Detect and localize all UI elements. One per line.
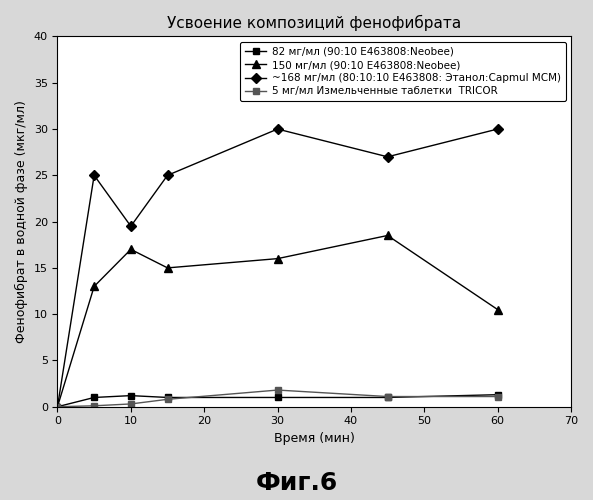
~168 мг/мл (80:10:10 E463808: Этанол:Capmul MCM): (15, 25): Этанол:Capmul MCM): (15, 25) (164, 172, 171, 178)
5 мг/мл Измельченные таблетки  TRICOR (274, 387, 281, 393)
~168 мг/мл (80:10:10 E463808: Этанол:Capmul MCM): (5, 25): Этанол:Capmul MCM): (5, 25) (91, 172, 98, 178)
150 мг/мл (90:10 E463808:Neobee) (384, 232, 391, 238)
82 мг/мл (90:10 E463808:Neobee) (54, 404, 61, 409)
82 мг/мл (90:10 E463808:Neobee) (91, 394, 98, 400)
82 мг/мл (90:10 E463808:Neobee) (164, 394, 171, 400)
Title: Усвоение композиций фенофибрата: Усвоение композиций фенофибрата (167, 15, 461, 31)
82 мг/мл (90:10 E463808:Neobee) (494, 392, 501, 398)
82 мг/мл (90:10 E463808:Neobee) (127, 392, 135, 398)
Line: ~168 мг/мл (80:10:10 E463808: Этанол:Capmul MCM): ~168 мг/мл (80:10:10 E463808: Этанол:Cap… (54, 126, 501, 410)
150 мг/мл (90:10 E463808:Neobee) (127, 246, 135, 252)
Line: 82 мг/мл (90:10 E463808:Neobee): 82 мг/мл (90:10 E463808:Neobee) (54, 391, 501, 410)
~168 мг/мл (80:10:10 E463808: Этанол:Capmul MCM): (45, 27): Этанол:Capmul MCM): (45, 27) (384, 154, 391, 160)
5 мг/мл Измельченные таблетки  TRICOR (127, 401, 135, 407)
150 мг/мл (90:10 E463808:Neobee) (274, 256, 281, 262)
82 мг/мл (90:10 E463808:Neobee) (384, 394, 391, 400)
82 мг/мл (90:10 E463808:Neobee) (274, 394, 281, 400)
~168 мг/мл (80:10:10 E463808: Этанол:Capmul MCM): (60, 30): Этанол:Capmul MCM): (60, 30) (494, 126, 501, 132)
Legend: 82 мг/мл (90:10 E463808:Neobee), 150 мг/мл (90:10 E463808:Neobee), ~168 мг/мл (8: 82 мг/мл (90:10 E463808:Neobee), 150 мг/… (240, 42, 566, 102)
5 мг/мл Измельченные таблетки  TRICOR (54, 404, 61, 409)
Text: Фиг.6: Фиг.6 (256, 471, 337, 495)
~168 мг/мл (80:10:10 E463808: Этанол:Capmul MCM): (30, 30): Этанол:Capmul MCM): (30, 30) (274, 126, 281, 132)
X-axis label: Время (мин): Время (мин) (274, 432, 355, 445)
~168 мг/мл (80:10:10 E463808: Этанол:Capmul MCM): (10, 19.5): Этанол:Capmul MCM): (10, 19.5) (127, 223, 135, 229)
Line: 150 мг/мл (90:10 E463808:Neobee): 150 мг/мл (90:10 E463808:Neobee) (53, 232, 502, 411)
5 мг/мл Измельченные таблетки  TRICOR (164, 396, 171, 402)
150 мг/мл (90:10 E463808:Neobee) (54, 404, 61, 409)
5 мг/мл Измельченные таблетки  TRICOR (384, 394, 391, 400)
Y-axis label: Фенофибрат в водной фазе (мкг/мл): Фенофибрат в водной фазе (мкг/мл) (15, 100, 28, 343)
150 мг/мл (90:10 E463808:Neobee) (494, 306, 501, 312)
150 мг/мл (90:10 E463808:Neobee) (164, 265, 171, 271)
5 мг/мл Измельченные таблетки  TRICOR (494, 394, 501, 400)
~168 мг/мл (80:10:10 E463808: Этанол:Capmul MCM): (0, 0): Этанол:Capmul MCM): (0, 0) (54, 404, 61, 409)
150 мг/мл (90:10 E463808:Neobee) (91, 284, 98, 290)
5 мг/мл Измельченные таблетки  TRICOR (91, 403, 98, 409)
Line: 5 мг/мл Измельченные таблетки  TRICOR: 5 мг/мл Измельченные таблетки TRICOR (55, 388, 500, 409)
